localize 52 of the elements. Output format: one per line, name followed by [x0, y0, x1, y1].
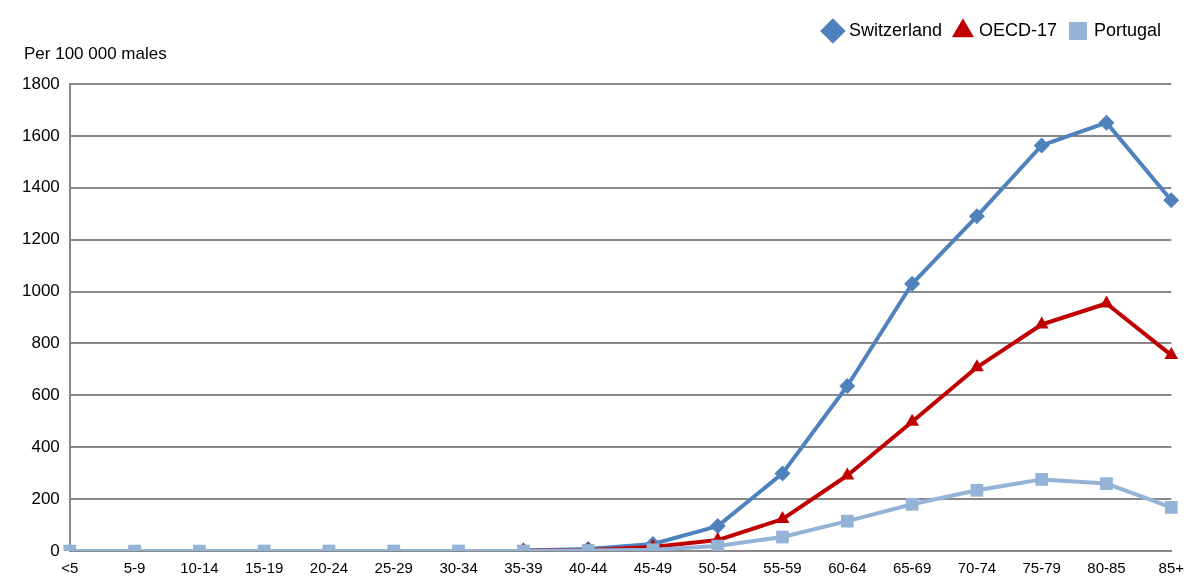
y-tick-label: 800 — [31, 333, 60, 353]
x-tick-label: 25-29 — [374, 559, 413, 577]
point — [1035, 473, 1049, 486]
point — [711, 539, 725, 551]
x-tick-label: 60-64 — [828, 559, 867, 577]
point — [775, 511, 790, 524]
x-tick-label: 85+ — [1158, 559, 1185, 577]
point — [1033, 137, 1050, 154]
x-tick-label: 35-39 — [504, 559, 543, 577]
x-tick-label: 80-85 — [1087, 559, 1126, 577]
point — [774, 465, 791, 482]
point — [1098, 114, 1115, 131]
point — [969, 359, 984, 372]
y-tick-label: 1200 — [21, 229, 60, 249]
x-tick-label: 75-79 — [1022, 559, 1061, 577]
point — [905, 497, 919, 511]
x-tick-label: 55-59 — [763, 559, 802, 577]
x-tick-label: 15-19 — [245, 559, 284, 577]
point — [968, 208, 985, 225]
x-tick-label: <5 — [61, 559, 79, 577]
x-tick-label: 20-24 — [309, 559, 349, 577]
point — [840, 514, 854, 528]
point — [904, 275, 921, 292]
y-tick-label: 1400 — [21, 177, 60, 197]
y-tick-label: 200 — [31, 488, 60, 508]
point — [839, 377, 856, 394]
legend-label: OECD-17 — [978, 19, 1057, 40]
x-tick-label: 65-69 — [892, 559, 932, 577]
y-tick-label: 400 — [31, 436, 60, 456]
point — [1164, 347, 1179, 360]
point — [1099, 295, 1114, 308]
y-tick-label: 0 — [50, 540, 60, 560]
x-tick-label: 50-54 — [698, 559, 737, 577]
y-tick-label: 1000 — [21, 281, 60, 301]
legend-label: Switzerland — [848, 19, 942, 40]
legend-label: Portugal — [1093, 19, 1161, 40]
y-tick-label: 600 — [31, 385, 60, 405]
point — [970, 483, 984, 497]
x-tick-label: 5-9 — [123, 559, 146, 577]
y-tick-label: 1600 — [21, 125, 60, 145]
y-axis-title: Per 100 000 males — [24, 43, 167, 63]
point — [1100, 477, 1113, 490]
y-tick-label: 1800 — [21, 73, 60, 93]
x-tick-label: 70-74 — [957, 559, 997, 577]
x-tick-label: 45-49 — [633, 559, 673, 577]
point — [1163, 192, 1180, 209]
x-tick-label: 30-34 — [439, 559, 478, 577]
x-tick-label: 10-14 — [180, 559, 219, 577]
point — [840, 467, 855, 480]
x-tick-label: 40-44 — [568, 559, 608, 577]
point — [905, 413, 920, 426]
point — [1034, 316, 1049, 329]
